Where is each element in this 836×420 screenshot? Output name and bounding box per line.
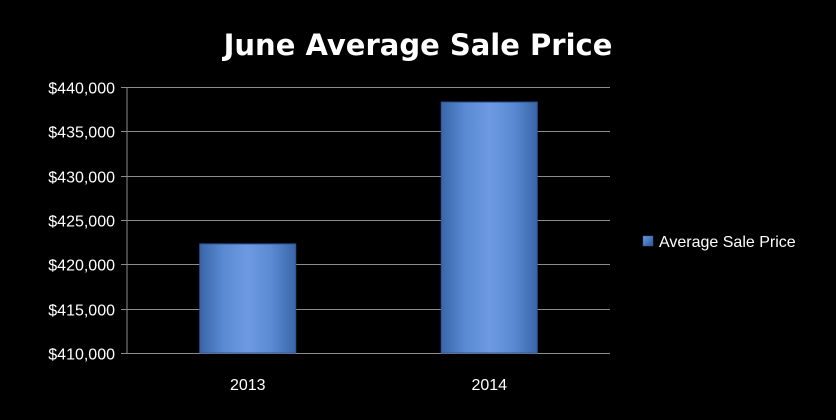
y-tick-label: $440,000 — [48, 81, 115, 98]
legend: Average Sale Price — [642, 234, 796, 251]
y-tick-label: $420,000 — [48, 258, 115, 275]
x-tick-label: 2014 — [471, 377, 507, 394]
legend-label: Average Sale Price — [659, 234, 796, 251]
y-tick-label: $435,000 — [48, 125, 115, 142]
x-tick-label: 2013 — [230, 377, 266, 394]
chart-title: June Average Sale Price — [222, 28, 613, 62]
legend-swatch — [642, 235, 654, 247]
bars — [199, 101, 538, 354]
y-axis-tick-labels: $410,000 $415,000 $420,000 $425,000 $430,000… — [48, 81, 115, 364]
bar-2014 — [440, 101, 538, 354]
x-axis-tick-labels: 2013 2014 — [230, 377, 507, 394]
y-tick-label: $425,000 — [48, 214, 115, 231]
y-tick-label: $430,000 — [48, 170, 115, 187]
bar-2013 — [199, 243, 297, 354]
y-tick-label: $410,000 — [48, 347, 115, 364]
y-tick-label: $415,000 — [48, 303, 115, 320]
